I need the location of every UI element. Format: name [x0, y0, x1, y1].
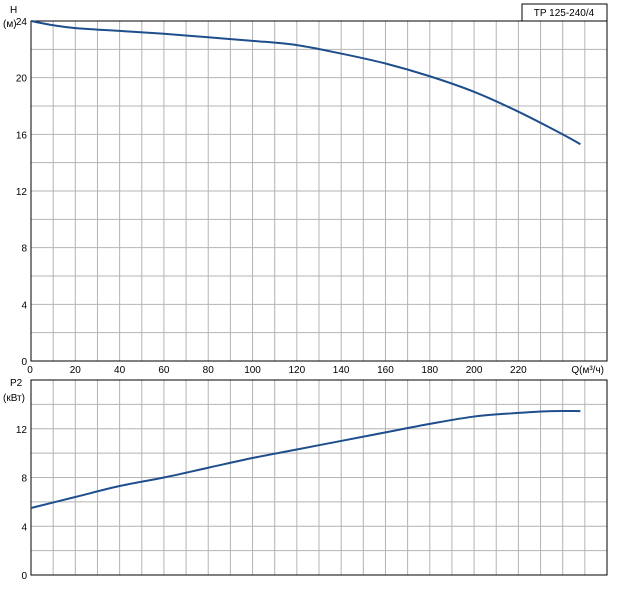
head-y-label-line2: (м)	[3, 19, 17, 30]
head-y-tick-label: 0	[21, 357, 27, 368]
head-x-tick-label: 40	[114, 365, 126, 376]
power-y-tick-label: 0	[21, 571, 27, 582]
power-curve-line	[30, 409, 581, 509]
head-x-tick-label: 20	[70, 365, 82, 376]
head-y-tick-label: 24	[16, 17, 28, 28]
power-y-tick-label: 4	[21, 522, 27, 533]
head-chart: 0 4 8 12 16 20 24 0 20 40 60 80 100 120 140 160 180 200 2…	[3, 5, 608, 376]
power-y-tick-label: 12	[16, 425, 28, 436]
head-y-tick-label: 4	[21, 300, 27, 311]
power-y-tick-label: 8	[21, 474, 27, 485]
head-y-label-line1: H	[10, 5, 17, 16]
head-y-tick-label: 20	[16, 74, 28, 85]
head-x-label: Q(м³/ч)	[571, 365, 604, 376]
power-grid	[31, 380, 607, 575]
head-x-tick-label: 60	[158, 365, 170, 376]
head-x-tick-label: 120	[289, 365, 306, 376]
head-x-tick-label: 80	[203, 365, 215, 376]
head-plot-frame	[30, 20, 608, 362]
head-x-ticks: 0 20 40 60 80 100 120 140 160 180 200 220	[27, 365, 527, 376]
power-y-label-line2: (кВт)	[3, 393, 25, 404]
power-y-label-line1: P2	[10, 378, 23, 389]
head-x-tick-label: 140	[333, 365, 350, 376]
head-y-tick-label: 16	[16, 130, 28, 141]
head-x-tick-label: 200	[466, 365, 483, 376]
head-x-tick-label: 100	[244, 365, 261, 376]
head-y-tick-label: 8	[21, 244, 27, 255]
power-chart: 0 4 8 12 P2 (кВт)	[3, 378, 608, 582]
head-y-ticks: 0 4 8 12 16 20 24	[16, 17, 28, 368]
model-label: TP 125-240/4	[534, 8, 595, 19]
power-y-ticks: 0 4 8 12	[16, 425, 28, 582]
head-curve-line	[30, 20, 581, 146]
head-grid	[31, 21, 607, 361]
power-plot-frame	[30, 379, 608, 576]
head-x-tick-label: 160	[377, 365, 394, 376]
head-x-tick-label: 180	[421, 365, 438, 376]
head-x-tick-label: 220	[510, 365, 527, 376]
head-x-tick-label: 0	[27, 365, 33, 376]
head-y-tick-label: 12	[16, 187, 28, 198]
